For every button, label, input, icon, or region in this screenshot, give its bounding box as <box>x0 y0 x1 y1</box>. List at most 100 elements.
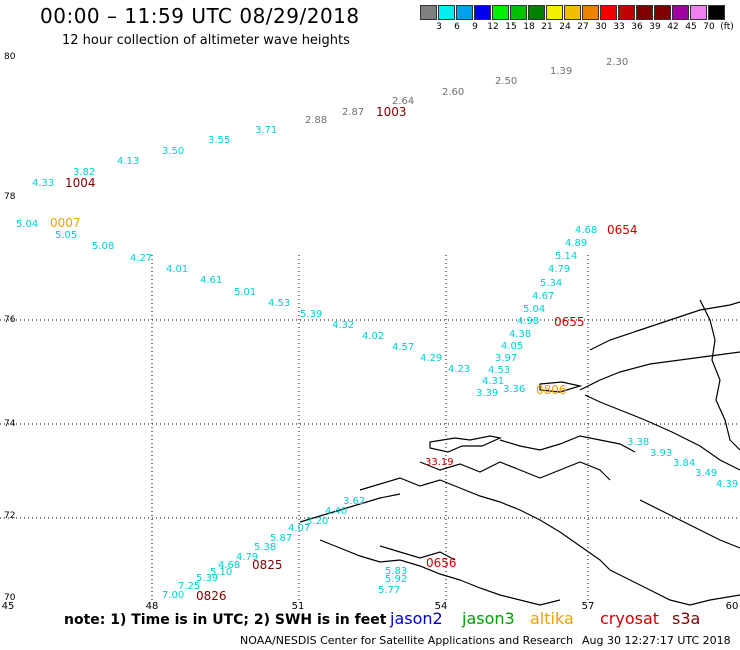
wave-height-label: 2.60 <box>442 87 464 98</box>
lat-label: 70 <box>4 593 16 603</box>
wave-height-label: 4.79 <box>548 264 570 275</box>
legend-label: 39 <box>649 22 661 32</box>
wave-height-label: 5.14 <box>555 251 577 262</box>
wave-height-label: 7.25 <box>178 581 200 592</box>
wave-height-label: 5.01 <box>234 287 256 298</box>
wave-height-label: 7.00 <box>162 590 184 601</box>
wave-height-label: 5.04 <box>523 304 545 315</box>
wave-height-label: 5.87 <box>270 533 292 544</box>
legend-swatch <box>456 5 473 20</box>
wave-height-label: 3.38 <box>627 437 649 448</box>
wave-height-label: 2.64 <box>392 96 414 107</box>
wave-height-label: 5.39 <box>196 573 218 584</box>
wave-height-label: 3.50 <box>162 146 184 157</box>
wave-height-label: 2.30 <box>606 57 628 68</box>
wave-height-label: 4.68 <box>575 225 597 236</box>
legend-label: 42 <box>667 22 679 32</box>
wave-height-label: 5.38 <box>254 542 276 553</box>
wave-height-label: 5.83 <box>385 566 407 577</box>
legend-swatch <box>420 5 437 20</box>
pass-time-label: 0826 <box>196 589 227 603</box>
wave-height-label: 4.68 <box>218 560 240 571</box>
legend-label: 33 <box>613 22 625 32</box>
lon-label: 48 <box>146 601 159 612</box>
lon-label: 57 <box>582 601 595 612</box>
wave-height-label: 4.79 <box>236 552 258 563</box>
wave-height-label: 4.27 <box>130 253 152 264</box>
lat-label: 80 <box>4 52 16 62</box>
legend-swatch <box>546 5 563 20</box>
legend-swatch <box>618 5 635 20</box>
pass-time-label: 0007 <box>50 216 81 230</box>
wave-height-label: 3.71 <box>255 125 277 136</box>
wave-height-label: 4.01 <box>166 264 188 275</box>
legend-label: 12 <box>487 22 499 32</box>
wave-height-label: 4.07 <box>288 523 310 534</box>
lon-label: 51 <box>292 601 305 612</box>
wave-height-label: 4.53 <box>268 298 290 309</box>
wave-height-label: 4.33 <box>32 178 54 189</box>
note-text: note: 1) Time is in UTC; 2) SWH is in fe… <box>64 612 387 628</box>
wave-height-label: 5.04 <box>16 219 38 230</box>
wave-height-label: 4.39 <box>716 479 738 490</box>
wave-height-label: 4.29 <box>420 353 442 364</box>
legend-swatch <box>600 5 617 20</box>
legend-swatch <box>690 5 707 20</box>
legend-swatch <box>438 5 455 20</box>
wave-height-label: 4.98 <box>517 316 539 327</box>
legend-label: (ft) <box>720 22 734 32</box>
wave-height-label: 5.10 <box>210 567 232 578</box>
sat-altika: altika <box>530 609 574 628</box>
pass-time-label: 1003 <box>376 105 407 119</box>
pass-time-label: 0656 <box>426 556 457 570</box>
wave-height-label: 4.02 <box>362 331 384 342</box>
wave-height-label: 4.67 <box>532 291 554 302</box>
wave-height-label: 5.77 <box>378 585 400 596</box>
wave-height-label: 5.05 <box>55 230 77 241</box>
map-subtitle: 12 hour collection of altimeter wave hei… <box>62 33 350 48</box>
legend-swatch <box>708 5 725 20</box>
legend-label: 21 <box>541 22 553 32</box>
wave-height-label: 5.08 <box>92 241 114 252</box>
legend-label: 45 <box>685 22 697 32</box>
timestamp: Aug 30 12:27:17 UTC 2018 <box>582 634 731 647</box>
lat-label: 76 <box>4 315 16 325</box>
legend-label: 36 <box>631 22 643 32</box>
wave-height-label: 5.92 <box>385 574 407 585</box>
wave-height-label: 4.53 <box>488 365 510 376</box>
legend-swatch <box>654 5 671 20</box>
wave-height-label: 2.87 <box>342 107 364 118</box>
axis-labels: 45 48 51 54 57 60 80 78 76 74 72 70 <box>2 52 739 612</box>
wave-height-label: 1.39 <box>550 66 572 77</box>
wave-height-label: 3.36 <box>503 384 525 395</box>
map-title: 00:00 – 11:59 UTC 08/29/2018 <box>40 4 360 28</box>
sat-cryosat: cryosat <box>600 609 660 628</box>
wave-height-label: 3.20 <box>306 516 328 527</box>
wave-height-label: 3.82 <box>73 167 95 178</box>
wave-height-label: 4.61 <box>200 275 222 286</box>
wave-height-label: 3.97 <box>495 353 517 364</box>
legend-label: 24 <box>559 22 571 32</box>
legend-label: 9 <box>472 22 478 32</box>
legend-label: 30 <box>595 22 607 32</box>
wave-height-label: 4.32 <box>332 320 354 331</box>
graticule <box>0 255 740 600</box>
wave-height-label: 3.49 <box>695 468 717 479</box>
wave-height-label: 4.57 <box>392 342 414 353</box>
legend-swatch <box>528 5 545 20</box>
coastline <box>299 299 740 606</box>
wave-height-label: 4.23 <box>448 364 470 375</box>
wave-height-labels: 2.88 2.87 2.64 2.60 2.50 1.39 2.30 4.33 3.82 4.13… <box>16 57 738 603</box>
legend-label: 15 <box>505 22 517 32</box>
sat-s3a: s3a <box>672 609 701 628</box>
wave-height-label: 3.84 <box>673 458 695 469</box>
wave-height-label: 4.05 <box>501 341 523 352</box>
wave-height-label: 4.13 <box>117 156 139 167</box>
wave-height-label: 2.50 <box>495 76 517 87</box>
wave-height-label: 4.40 <box>325 506 347 517</box>
wave-height-label: 4.38 <box>509 329 531 340</box>
legend-swatch <box>492 5 509 20</box>
wave-height-label: 4.89 <box>565 238 587 249</box>
wave-height-label: 5.34 <box>540 278 562 289</box>
lat-label: 78 <box>4 192 16 202</box>
